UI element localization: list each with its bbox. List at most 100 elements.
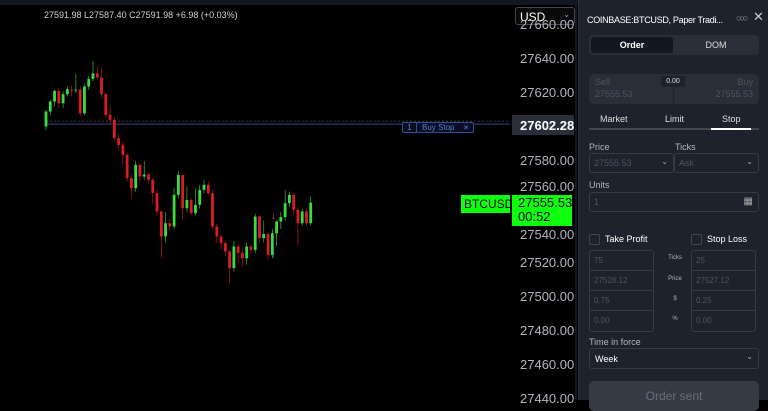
candle-body [253, 216, 257, 250]
candle-body [108, 114, 112, 120]
active-tab-indicator [711, 128, 751, 130]
chevron-down-icon[interactable]: ⌄ [661, 157, 668, 166]
buy-arrow-icon: ↑ [271, 250, 276, 261]
candle-body [117, 138, 120, 145]
candle-body [211, 193, 214, 227]
candle [130, 174, 133, 199]
candle [202, 179, 206, 194]
candle-body [249, 246, 253, 250]
tif-label: Time in force [589, 337, 641, 347]
candle-body [83, 86, 86, 114]
candle [185, 186, 189, 212]
tp-price-input[interactable]: 27528.12 [590, 271, 653, 291]
candle [219, 234, 223, 250]
candle-body [262, 234, 266, 239]
time-in-force-select[interactable]: Week ⌄ [589, 348, 759, 369]
candle-body [134, 164, 138, 189]
y-tick-label: 27660.00 [520, 17, 575, 32]
price-input[interactable]: 27555.53 ⌄ [589, 153, 674, 173]
price-label: Price [589, 142, 610, 152]
candle [206, 181, 210, 195]
candle [147, 172, 150, 184]
candle [275, 220, 278, 246]
candle-body [223, 243, 227, 252]
candle [253, 213, 257, 253]
close-icon[interactable]: ✕ [753, 9, 764, 24]
more-options-icon[interactable]: ○○○ [736, 13, 748, 23]
y-tick-label: 27560.00 [520, 179, 575, 194]
order-panel: COINBASE:BTCUSD, Paper Tradi... ○○○ ✕ Or… [578, 0, 768, 411]
currency-value: USD [520, 10, 546, 24]
candle [236, 244, 240, 263]
candle-body [266, 234, 270, 255]
order-type: Buy Stop [422, 123, 455, 132]
candle-body [151, 179, 155, 194]
candle [74, 74, 78, 93]
stop-loss-checkbox[interactable] [691, 234, 702, 245]
candle [215, 223, 219, 243]
candle [176, 171, 180, 199]
candle [61, 91, 65, 109]
sell-price[interactable]: 27555.53 [595, 89, 633, 99]
candle [117, 133, 120, 150]
tp-pct-input[interactable]: 0.00 [594, 316, 610, 325]
units-input[interactable]: 1 ▦ [589, 192, 759, 212]
sl-price-input[interactable]: 27527.12 [692, 271, 755, 291]
candle-body [279, 217, 283, 222]
stop-loss-label: Stop Loss [707, 234, 748, 244]
tp-ticks-input[interactable]: 75 [590, 251, 653, 271]
calculator-icon[interactable]: ▦ [743, 196, 753, 207]
y-tick-label: 27460.00 [520, 357, 575, 372]
candle [232, 240, 236, 272]
sell-label[interactable]: Sell [595, 77, 611, 87]
cancel-order-icon[interactable]: ✕ [463, 124, 469, 132]
candle-body [112, 119, 116, 139]
take-profit-fields: 75 27528.12 0.75 0.00 [589, 250, 654, 332]
candle-body [258, 216, 261, 239]
candle-body [189, 199, 193, 214]
candle-body [125, 154, 129, 179]
candle [151, 178, 155, 204]
candle [211, 189, 214, 229]
buy-price[interactable]: 27555.53 [715, 89, 753, 99]
buy-stop-order-label[interactable]: 1 Buy Stop ✕ [402, 122, 474, 133]
ticks-label: Ticks [675, 142, 696, 152]
sell-buy-buttons: Sell 27555.53 Buy 27555.53 0.00 [589, 74, 759, 104]
currency-select[interactable]: USD ⌄ [515, 7, 575, 25]
sl-ticks-input[interactable]: 25 [692, 251, 755, 271]
candle-body [305, 211, 308, 224]
tab-dom[interactable]: DOM [705, 40, 727, 50]
candle [198, 184, 202, 209]
row-label-pct: % [672, 316, 678, 322]
price-chart[interactable]: ↓↑ [0, 0, 578, 400]
candle [292, 193, 296, 216]
tab-stop[interactable]: Stop [722, 114, 741, 124]
sl-usd-input[interactable]: 0.25 [692, 291, 755, 311]
candle [87, 76, 91, 90]
candle-body [142, 174, 146, 177]
divider [673, 87, 674, 104]
candle [164, 212, 167, 243]
candle [172, 188, 176, 229]
price-value: 27555.53 [594, 158, 632, 168]
submit-order-button[interactable]: Order sent [589, 381, 759, 411]
units-label: Units [589, 180, 610, 190]
tp-usd-input[interactable]: 0.75 [590, 291, 653, 311]
candle [300, 208, 304, 226]
ticks-select[interactable]: Ask ⌄ [674, 153, 759, 173]
tif-value: Week [595, 354, 618, 364]
chevron-down-icon: ⌄ [746, 157, 753, 166]
panel-title: COINBASE:BTCUSD, Paper Tradi... [587, 15, 723, 25]
sl-pct-input[interactable]: 0.00 [696, 316, 712, 325]
order-type-tabs: Market Limit Stop [589, 113, 759, 131]
candle [142, 161, 146, 180]
tab-market[interactable]: Market [600, 114, 628, 124]
candle-body [87, 78, 91, 87]
candle [138, 162, 142, 182]
take-profit-checkbox[interactable] [589, 234, 600, 245]
candle-body [100, 77, 103, 95]
tab-limit[interactable]: Limit [665, 114, 685, 124]
candle [223, 240, 227, 257]
buy-label[interactable]: Buy [737, 77, 753, 87]
tab-order[interactable]: Order [591, 37, 673, 53]
